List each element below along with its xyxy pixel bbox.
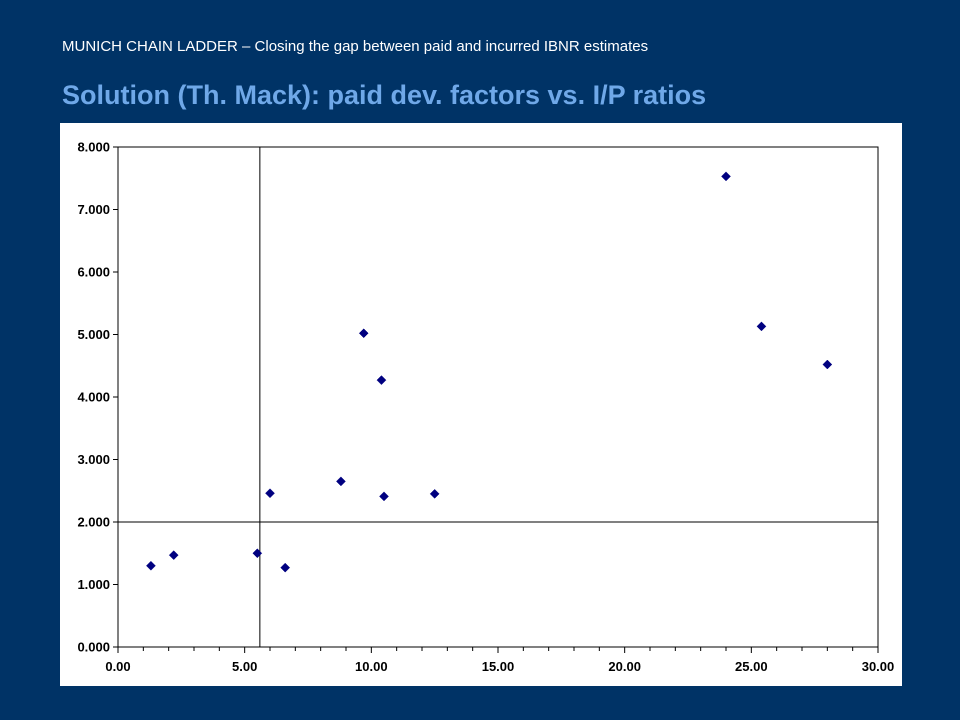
y-tick-label: 4.000 <box>77 390 110 405</box>
x-tick-label: 15.00 <box>482 659 515 674</box>
x-tick-label: 20.00 <box>608 659 641 674</box>
y-tick-label: 8.000 <box>77 140 110 155</box>
y-tick-label: 2.000 <box>77 515 110 530</box>
reference-lines <box>118 147 878 647</box>
data-point <box>721 171 731 182</box>
data-point <box>265 488 275 499</box>
x-tick-label: 5.00 <box>232 659 257 674</box>
x-tick-label: 25.00 <box>735 659 768 674</box>
data-point <box>429 489 440 499</box>
data-point <box>379 491 389 502</box>
data-point <box>376 375 387 385</box>
y-tick-label: 1.000 <box>77 577 110 592</box>
x-tick-label: 30.00 <box>862 659 895 674</box>
data-point <box>168 550 179 560</box>
y-tick-label: 6.000 <box>77 265 110 280</box>
data-point <box>822 359 833 370</box>
plot-area <box>117 146 879 648</box>
x-tick-label: 10.00 <box>355 659 388 674</box>
slide-title: Solution (Th. Mack): paid dev. factors v… <box>62 80 707 110</box>
data-point <box>146 560 156 571</box>
data-point <box>252 548 263 559</box>
x-tick-label: 0.00 <box>105 659 130 674</box>
tick-marks <box>113 146 879 653</box>
y-tick-label: 0.000 <box>77 640 110 655</box>
scatter-chart: 0.000 1.000 2.000 3.000 4.000 5.000 6.000 7.000… <box>77 140 894 675</box>
slide-subtitle: MUNICH CHAIN LADDER – Closing the gap be… <box>62 38 649 55</box>
data-point <box>756 321 767 332</box>
data-point <box>280 562 291 573</box>
y-tick-label: 5.000 <box>77 327 110 342</box>
data-point <box>336 476 346 487</box>
y-tick-label: 3.000 <box>77 452 110 467</box>
y-tick-label: 7.000 <box>77 202 110 217</box>
data-points <box>146 171 833 573</box>
data-point <box>358 328 369 339</box>
chart-panel: 0.000 1.000 2.000 3.000 4.000 5.000 6.000 7.000… <box>60 123 902 686</box>
tick-labels: 0.000 1.000 2.000 3.000 4.000 5.000 6.000 7.000… <box>77 140 894 675</box>
